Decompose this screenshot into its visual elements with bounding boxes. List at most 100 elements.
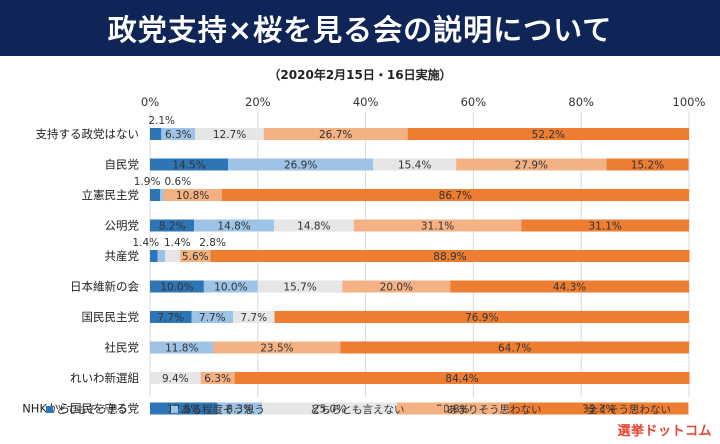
data-label: 6.3% <box>165 129 192 141</box>
data-label: 88.9% <box>433 251 466 263</box>
data-label: 23.5% <box>260 343 293 355</box>
legend-swatch <box>46 406 53 413</box>
data-label: 7.7% <box>240 312 267 324</box>
bar-segment <box>450 280 689 293</box>
bar-segment <box>160 189 164 201</box>
bar-segment <box>165 250 181 262</box>
data-label: 84.4% <box>445 373 478 385</box>
bar-segment <box>262 402 397 415</box>
chart-title: 政党支持×桜を見る会の説明について <box>107 13 613 47</box>
bar-segment <box>373 158 457 171</box>
category-label: 公明党 <box>105 219 140 233</box>
category-label: 支持する政党はない <box>36 127 140 141</box>
category-label: 共産党 <box>105 249 140 263</box>
data-label: 1.9% <box>134 176 161 188</box>
x-tick-label: 60% <box>461 95 487 109</box>
data-label: 64.7% <box>498 343 531 355</box>
bar-segment <box>521 219 689 232</box>
bar-segment <box>150 250 158 262</box>
legend-swatch <box>577 406 584 413</box>
data-label: 2.8% <box>199 237 226 249</box>
data-label: 25.0% <box>313 404 346 416</box>
bar-segment <box>353 219 522 232</box>
bar-segment <box>228 158 374 171</box>
data-label: 15.7% <box>283 282 316 294</box>
bar-segment <box>195 128 264 140</box>
bar-segment <box>194 219 274 232</box>
category-label: 国民民主党 <box>82 310 140 324</box>
category-label: れいわ新選組 <box>70 371 139 385</box>
x-tick-label: 0% <box>141 95 159 109</box>
data-label: 20.0% <box>380 282 413 294</box>
bar-segment <box>456 158 607 171</box>
x-tick-label: 20% <box>245 95 271 109</box>
x-tick-label: 40% <box>353 95 379 109</box>
bar-segment <box>508 402 689 415</box>
bar-segment <box>200 372 235 384</box>
bar-segment <box>407 128 689 140</box>
data-label: 31.1% <box>421 221 454 233</box>
data-label: 26.9% <box>284 160 317 172</box>
legend-label: とてもそう思う <box>56 404 128 416</box>
category-label: 自民党 <box>105 158 140 172</box>
data-label: 26.7% <box>319 129 352 141</box>
data-label: 14.8% <box>217 221 250 233</box>
data-label: 10.0% <box>214 282 247 294</box>
data-label: 14.8% <box>297 221 330 233</box>
bar-segment <box>161 128 196 140</box>
data-label: 44.3% <box>553 282 586 294</box>
bar-segment <box>606 158 689 171</box>
data-label: 9.4% <box>162 373 189 385</box>
data-label: 6.3% <box>204 373 231 385</box>
bar-segment <box>274 311 689 323</box>
bar-segment <box>150 128 162 140</box>
bar-segment <box>210 250 690 262</box>
data-label: 7.7% <box>157 312 184 324</box>
x-tick-label: 100% <box>673 95 706 109</box>
data-label: 7.7% <box>199 312 226 324</box>
bar-segment <box>233 311 275 323</box>
bar-segment <box>150 280 204 293</box>
data-label: 12.7% <box>213 129 246 141</box>
data-label: 15.4% <box>398 160 431 172</box>
bar-segment <box>150 372 201 384</box>
bar-segment <box>150 189 161 201</box>
category-label: 日本維新の会 <box>70 280 139 294</box>
data-label: 20.8% <box>436 404 469 416</box>
legend-swatch <box>300 406 307 413</box>
bar-segment <box>213 341 341 354</box>
bar-segment <box>150 158 229 171</box>
data-label: 1.4% <box>132 237 159 249</box>
bar-segment <box>396 402 509 415</box>
data-label: 27.9% <box>515 160 548 172</box>
bar-segment <box>263 128 408 140</box>
data-label: 2.1% <box>148 115 175 127</box>
data-label: 0.6% <box>165 176 192 188</box>
bar-segment <box>180 250 211 262</box>
data-label: 11.8% <box>165 343 198 355</box>
data-label: 15.2% <box>631 160 664 172</box>
bar-segment <box>150 402 218 415</box>
data-label: 76.9% <box>465 312 498 324</box>
legend-swatch <box>437 406 444 413</box>
senkyo-dotcom-logo: 選挙ドットコム <box>617 424 712 439</box>
data-label: 10.8% <box>176 190 209 202</box>
bar-segment <box>217 402 263 415</box>
bar-segment <box>342 280 451 293</box>
bar-segment <box>191 311 234 323</box>
legend-label: ある程度そう思う <box>181 403 265 416</box>
bar-segment <box>221 189 689 201</box>
data-label: 10.0% <box>160 282 193 294</box>
legend-label: あまりそう思わない <box>447 404 542 416</box>
bar-segment <box>150 219 195 232</box>
data-label: 52.2% <box>532 129 565 141</box>
data-label: 33.3% <box>582 404 615 416</box>
bar-segment <box>257 280 343 293</box>
category-label: 立憲民主党 <box>82 188 140 202</box>
title-banner: 政党支持×桜を見る会の説明について <box>0 0 720 56</box>
category-label: 社民党 <box>105 341 140 355</box>
x-tick-label: 80% <box>568 95 594 109</box>
bar-segment <box>273 219 354 232</box>
data-label: 86.7% <box>439 190 472 202</box>
